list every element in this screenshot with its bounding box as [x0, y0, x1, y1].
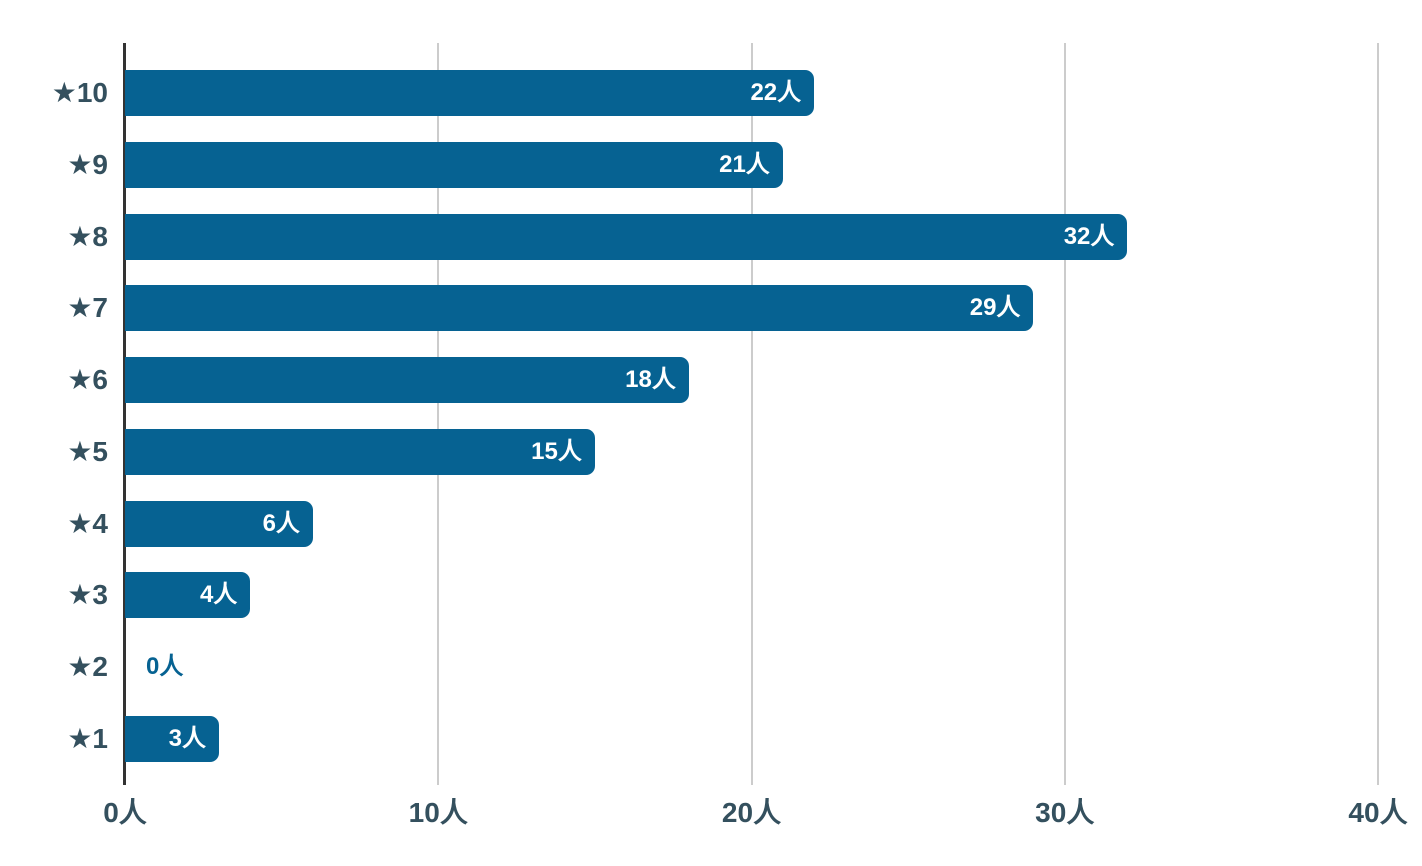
bar-value-label: 15人: [531, 437, 582, 465]
x-gridline: [1063, 43, 1066, 785]
category-label: ★2: [67, 651, 108, 683]
x-gridline: [1377, 43, 1379, 785]
bar-value-label: 29人: [969, 294, 1021, 322]
bar-value-label: 6人: [262, 509, 300, 537]
category-label: ★1: [67, 722, 108, 754]
x-gridline: [750, 43, 753, 785]
bar: [125, 715, 219, 762]
x-axis-tick-label: 40人: [1348, 797, 1408, 828]
bar: [125, 357, 689, 404]
x-axis-tick-label: 0人: [103, 797, 147, 828]
category-label: ★10: [51, 77, 108, 108]
bar: [125, 500, 313, 547]
y-axis-baseline: [123, 43, 126, 785]
x-axis-tick-label: 20人: [721, 797, 782, 828]
bar: [125, 428, 595, 475]
bar: [125, 141, 783, 188]
category-label: ★7: [67, 292, 108, 324]
bar-value-label: 21人: [719, 150, 770, 178]
category-label: ★3: [67, 579, 108, 611]
bar-value-label: 4人: [199, 581, 238, 609]
category-label: ★8: [67, 220, 108, 252]
bar-value-label: 3人: [168, 724, 206, 752]
bar: [125, 213, 1128, 260]
bar: [125, 285, 1034, 332]
x-axis-tick-label: 30人: [1035, 797, 1095, 828]
x-axis-tick-label: 10人: [408, 797, 468, 828]
category-label: ★6: [67, 364, 108, 396]
bar: [125, 572, 251, 619]
category-label: ★5: [67, 435, 108, 467]
bar: [125, 70, 815, 116]
bar-value-label: 32人: [1063, 222, 1115, 250]
bar-value-label: 22人: [750, 79, 802, 106]
bar-value-label: 18人: [625, 366, 676, 394]
category-label: ★9: [67, 148, 108, 180]
x-gridline: [437, 43, 440, 785]
category-label: ★4: [67, 507, 108, 539]
bar-value-label: 0人: [146, 653, 184, 681]
